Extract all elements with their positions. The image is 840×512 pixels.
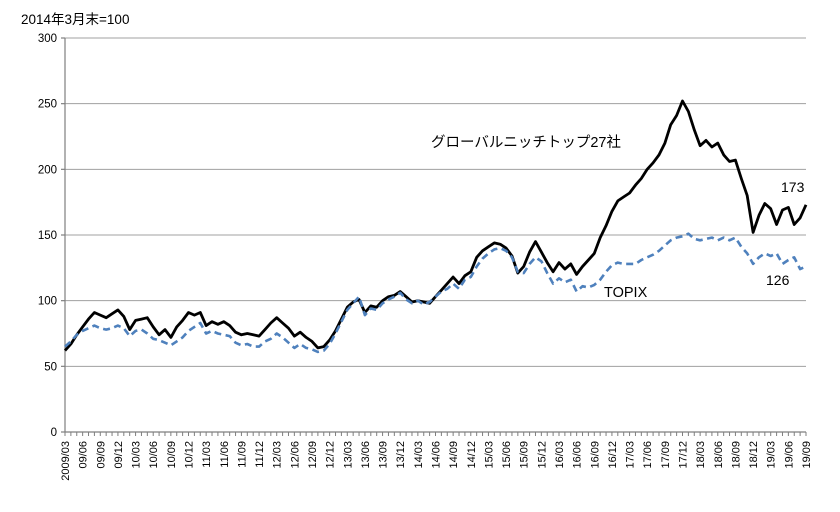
x-axis-label: 16/06 <box>572 441 584 469</box>
y-axis-label: 50 <box>44 361 57 373</box>
x-axis-label: 13/12 <box>395 441 407 469</box>
x-axis-label: 12/03 <box>272 441 284 469</box>
y-axis-label: 100 <box>38 296 57 308</box>
x-axis-label: 14/06 <box>431 441 443 469</box>
x-axis-label: 15/03 <box>483 441 495 469</box>
end-value-label-topix: 126 <box>766 272 790 288</box>
x-axis-label: 19/03 <box>766 441 778 469</box>
x-axis-label: 12/12 <box>325 441 337 469</box>
x-axis-label: 19/09 <box>801 441 813 469</box>
x-axis-label: 09/06 <box>78 441 90 469</box>
x-axis-label: 16/12 <box>607 441 619 469</box>
y-axis-label: 200 <box>38 164 57 176</box>
x-axis-label: 18/09 <box>730 441 742 469</box>
x-axis-label: 11/12 <box>254 441 266 468</box>
series-line-topix <box>64 232 807 354</box>
end-value-label-gnt27: 173 <box>781 179 805 195</box>
x-axis-label: 18/06 <box>713 441 725 469</box>
x-axis-label: 14/12 <box>466 441 478 469</box>
x-axis-label: 16/03 <box>554 441 566 469</box>
x-axis-label: 17/12 <box>678 441 690 469</box>
x-axis-label: 16/09 <box>589 441 601 469</box>
x-axis-label: 10/06 <box>148 441 160 469</box>
x-axis-label: 18/03 <box>695 441 707 469</box>
x-axis-label: 11/06 <box>219 441 231 468</box>
x-axis-label: 13/03 <box>342 441 354 469</box>
x-axis-label: 14/03 <box>413 441 425 469</box>
x-axis-label: 09/09 <box>95 441 107 469</box>
x-axis-label: 10/09 <box>166 441 178 469</box>
y-axis-label: 150 <box>38 230 57 242</box>
x-axis-label: 15/12 <box>536 441 548 469</box>
y-axis-label: 0 <box>51 427 57 439</box>
x-axis-label: 2009/03 <box>60 441 72 481</box>
y-axis-label: 300 <box>38 33 57 45</box>
x-axis-label: 17/09 <box>660 441 672 469</box>
x-axis-label: 15/06 <box>501 441 513 469</box>
x-axis-label: 10/03 <box>131 441 143 469</box>
x-axis-label: 12/09 <box>307 441 319 469</box>
series-label-global-niche-top27: グローバルニッチトップ27社 <box>431 135 621 151</box>
x-axis-label: 12/06 <box>289 441 301 469</box>
x-axis-label: 11/09 <box>236 441 248 468</box>
x-axis-label: 15/09 <box>519 441 531 469</box>
x-axis-label: 11/03 <box>201 441 213 468</box>
x-axis-label: 10/12 <box>184 441 196 469</box>
series-label-topix: TOPIX <box>604 285 648 301</box>
x-axis-label: 17/06 <box>642 441 654 469</box>
x-axis-label: 13/09 <box>378 441 390 469</box>
y-axis-label: 250 <box>38 99 57 111</box>
x-axis-label: 17/03 <box>625 441 637 469</box>
x-axis-label: 14/09 <box>448 441 460 469</box>
chart-title: 2014年3月末=100 <box>21 12 130 27</box>
x-axis-label: 09/12 <box>113 441 125 469</box>
x-axis-label: 19/06 <box>783 441 795 469</box>
x-axis-label: 18/12 <box>748 441 760 469</box>
x-axis-label: 13/06 <box>360 441 372 469</box>
